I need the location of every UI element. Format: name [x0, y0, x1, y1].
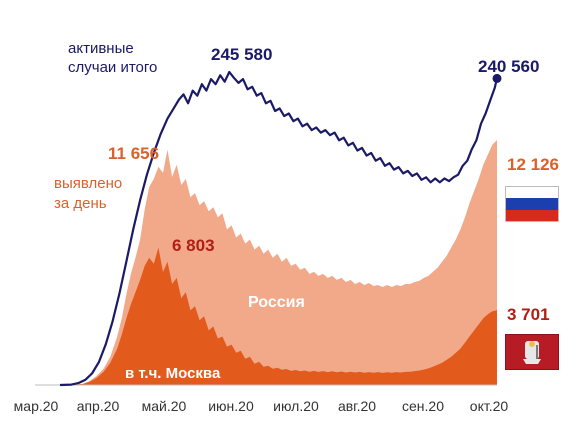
- x-tick-label: май.20: [142, 398, 187, 414]
- active-last-label: 240 560: [478, 57, 540, 76]
- x-tick-label: сен.20: [402, 398, 444, 414]
- moscow-last-label: 3 701: [507, 305, 550, 324]
- x-tick-label: окт.20: [470, 398, 509, 414]
- russia-peak-label: 11 656: [108, 144, 160, 163]
- x-tick-labels: мар.20 апр.20 май.20 июн.20 июл.20 авг.20 сен.…: [14, 398, 509, 414]
- russia-last-label: 12 126: [507, 155, 559, 174]
- active-peak-label: 245 580: [211, 45, 273, 64]
- active-cases-line: [59, 70, 499, 387]
- moscow-series-label: в т.ч. Москва: [125, 365, 221, 382]
- x-tick-label: мар.20: [14, 398, 59, 414]
- russia-flag-icon: [505, 186, 559, 222]
- x-tick-label: июн.20: [208, 398, 254, 414]
- active-cases-end-point: [492, 73, 502, 83]
- x-tick-label: авг.20: [338, 398, 376, 414]
- moscow-flag-icon: [505, 334, 559, 370]
- daily-label: выявлено за день: [54, 175, 123, 212]
- active-cases-label: активные случаи итого: [68, 40, 158, 76]
- moscow-peak-label: 6 803: [172, 236, 215, 255]
- russia-series-label: Россия: [248, 294, 305, 311]
- x-tick-label: июл.20: [273, 398, 319, 414]
- moscow-daily-area: [60, 247, 497, 385]
- chart-areas: [60, 140, 497, 385]
- x-tick-label: апр.20: [77, 398, 120, 414]
- chart-lines: [59, 70, 502, 387]
